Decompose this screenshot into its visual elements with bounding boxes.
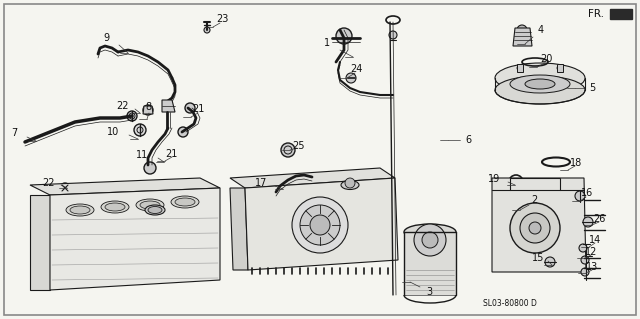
Ellipse shape [171,196,199,208]
Polygon shape [30,178,220,195]
Text: 14: 14 [589,235,601,245]
Text: 12: 12 [584,247,597,257]
Text: 4: 4 [538,25,544,35]
Circle shape [510,203,560,253]
Polygon shape [610,9,632,19]
Circle shape [545,257,555,267]
Circle shape [389,31,397,39]
Ellipse shape [140,201,160,209]
Text: 7: 7 [11,128,17,138]
Text: 26: 26 [594,214,606,224]
Ellipse shape [136,199,164,211]
Ellipse shape [495,63,585,93]
Circle shape [134,124,146,136]
Ellipse shape [510,75,570,93]
Polygon shape [517,64,523,72]
Circle shape [581,268,589,276]
Text: 16: 16 [580,188,593,198]
Ellipse shape [66,204,94,216]
Text: 20: 20 [541,54,553,64]
Circle shape [204,27,210,33]
Circle shape [336,28,352,44]
Text: 2: 2 [532,195,538,205]
Circle shape [345,178,355,188]
Circle shape [310,215,330,235]
Circle shape [127,111,137,121]
Text: 23: 23 [216,14,229,24]
Circle shape [292,197,348,253]
Circle shape [579,244,587,252]
Polygon shape [30,195,50,290]
Circle shape [300,205,340,245]
Text: 18: 18 [570,158,582,168]
Text: 22: 22 [42,178,55,188]
Ellipse shape [341,181,359,189]
Polygon shape [510,178,560,190]
Ellipse shape [148,206,162,213]
Circle shape [517,25,527,35]
Polygon shape [404,232,456,295]
Text: 9: 9 [103,33,109,43]
Circle shape [346,73,356,83]
Text: 6: 6 [466,135,472,145]
Polygon shape [245,178,398,270]
Text: 10: 10 [107,127,119,137]
Text: 8: 8 [146,102,152,112]
Polygon shape [557,64,563,72]
Polygon shape [162,100,175,112]
Text: 21: 21 [166,149,178,159]
Polygon shape [230,188,248,270]
Text: 13: 13 [586,262,598,272]
Text: 1: 1 [324,38,330,48]
Text: 22: 22 [116,101,129,111]
Circle shape [144,162,156,174]
Polygon shape [230,168,395,188]
Polygon shape [143,106,153,114]
Circle shape [422,232,438,248]
Text: 24: 24 [351,64,363,74]
Text: SL03-80800 D: SL03-80800 D [483,300,537,308]
Circle shape [520,213,550,243]
Circle shape [583,217,593,227]
Ellipse shape [145,205,165,215]
Ellipse shape [495,76,585,104]
Text: 5: 5 [589,83,595,93]
Ellipse shape [101,201,129,213]
Text: 21: 21 [193,104,205,114]
Polygon shape [513,28,532,46]
Text: 25: 25 [292,141,305,151]
Text: 11: 11 [136,150,148,160]
Circle shape [581,256,589,264]
Polygon shape [50,188,220,290]
Circle shape [143,105,153,115]
Circle shape [575,191,585,201]
Ellipse shape [404,224,456,240]
Text: 3: 3 [426,287,432,297]
Polygon shape [492,178,586,272]
Circle shape [178,127,188,137]
Text: FR.: FR. [588,9,604,19]
Ellipse shape [525,79,555,89]
Circle shape [414,224,446,256]
Circle shape [60,183,70,193]
Ellipse shape [175,198,195,206]
Text: 19: 19 [488,174,500,184]
Circle shape [281,143,295,157]
Circle shape [529,222,541,234]
Text: 17: 17 [255,178,267,188]
Ellipse shape [105,203,125,211]
Ellipse shape [70,206,90,214]
Circle shape [185,103,195,113]
Text: 15: 15 [532,253,544,263]
